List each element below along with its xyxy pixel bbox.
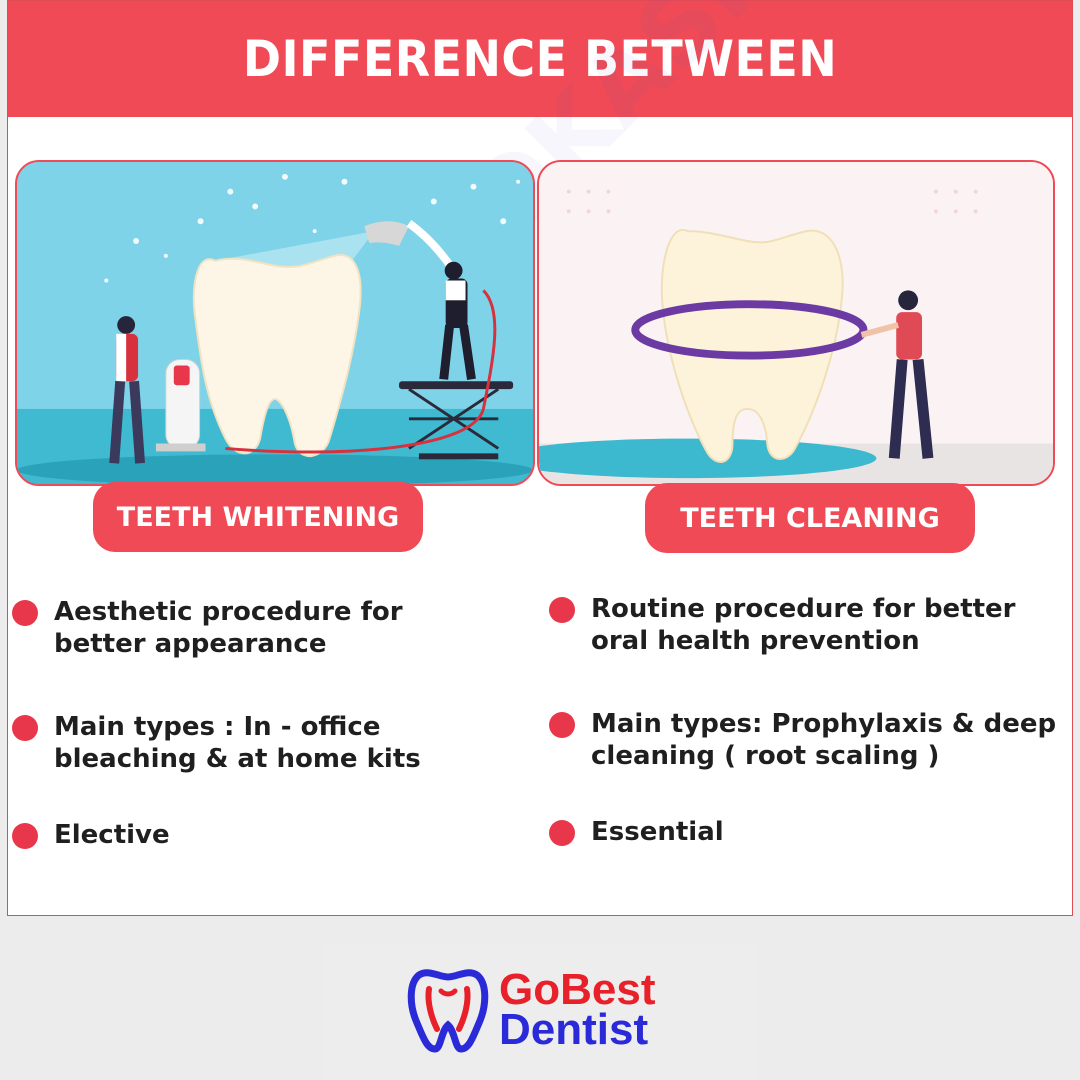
header-banner: DIFFERENCE BETWEEN	[8, 1, 1072, 117]
whitening-illustration	[15, 160, 535, 486]
page-title: DIFFERENCE BETWEEN	[242, 30, 838, 88]
tooth-logo-icon	[407, 969, 489, 1053]
bullet-dot-icon	[12, 823, 38, 849]
logo-line-2: Dentist	[499, 1005, 649, 1054]
list-item-text: Aesthetic procedure for better appearanc…	[54, 597, 403, 659]
cleaning-label: TEETH CLEANING	[645, 483, 975, 553]
whitening-label: TEETH WHITENING	[93, 482, 423, 552]
bullet-dot-icon	[12, 600, 38, 626]
list-item: Main types: Prophylaxis & deep cleaning …	[549, 708, 1059, 772]
list-item: Elective	[12, 819, 312, 851]
bullet-dot-icon	[12, 715, 38, 741]
list-item: Aesthetic procedure for better appearanc…	[12, 596, 492, 660]
list-item-text: Main types: Prophylaxis & deep cleaning …	[591, 709, 1057, 771]
list-item-text: Main types : In - office bleaching & at …	[54, 712, 421, 774]
bullet-dot-icon	[549, 820, 575, 846]
bullet-dot-icon	[549, 712, 575, 738]
cleaning-illustration	[537, 160, 1055, 486]
footer-band	[322, 945, 758, 1080]
list-item-text: Routine procedure for better oral health…	[591, 594, 1016, 656]
list-item: Main types : In - office bleaching & at …	[12, 711, 502, 775]
logo-line-1: GoBest	[499, 965, 656, 1014]
list-item: Routine procedure for better oral health…	[549, 593, 1059, 657]
list-item: Essential	[549, 816, 849, 848]
list-item-text: Essential	[591, 817, 724, 847]
list-item-text: Elective	[54, 820, 170, 850]
bullet-dot-icon	[549, 597, 575, 623]
brand-logo: GoBest Dentist	[405, 965, 655, 1055]
